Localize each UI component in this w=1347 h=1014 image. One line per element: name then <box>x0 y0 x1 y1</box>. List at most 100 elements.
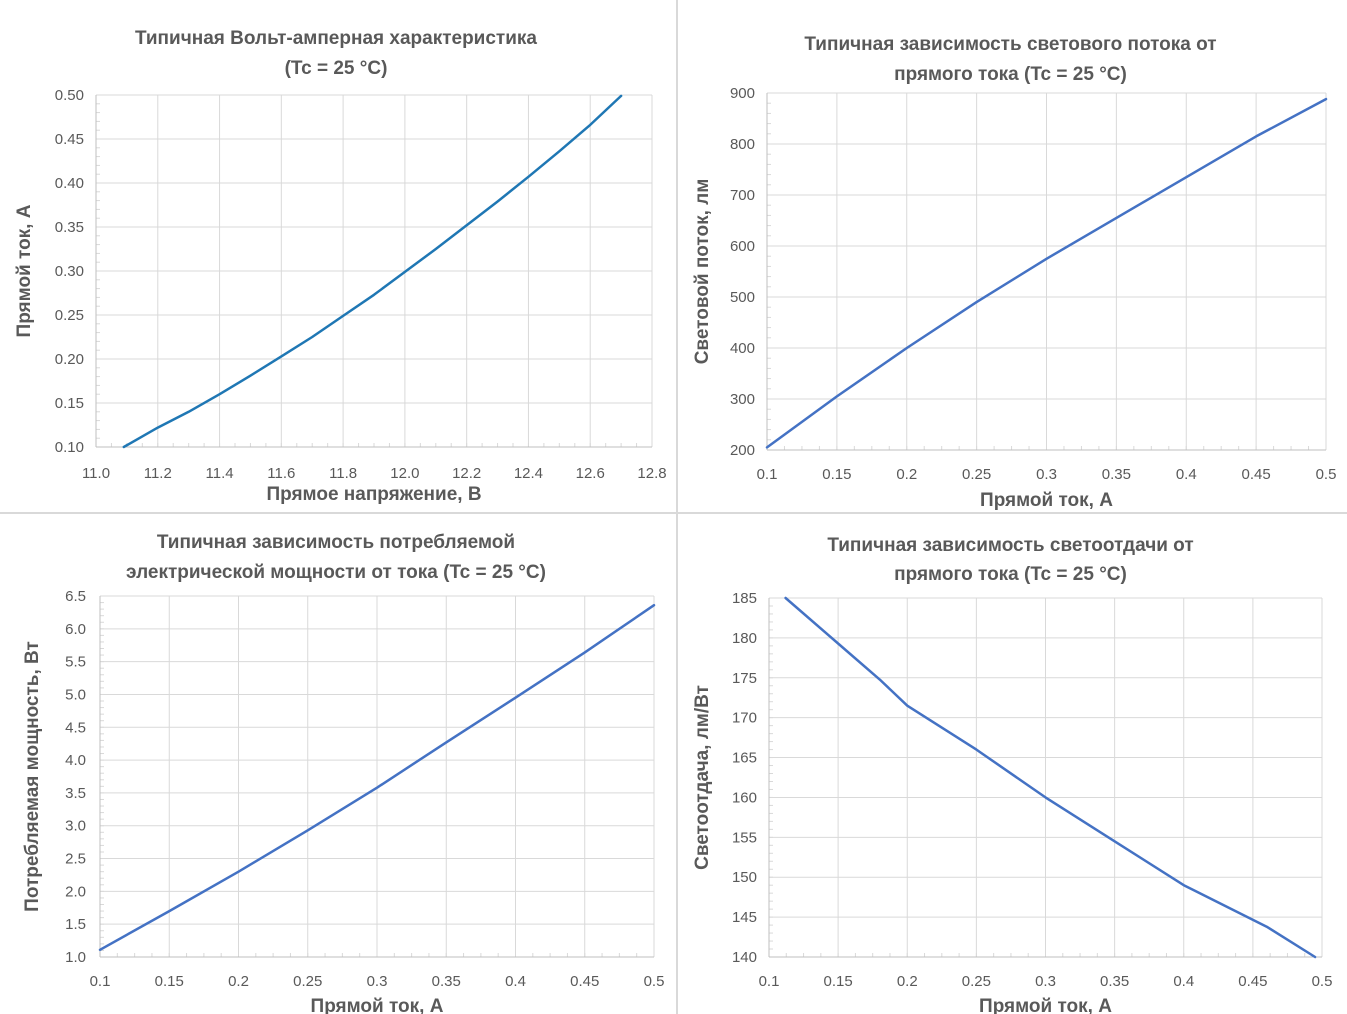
chart-title-line: электрической мощности от тока (Tc = 25 … <box>126 562 546 583</box>
x-tick-label: 0.15 <box>824 973 853 990</box>
x-tick-label: 0.15 <box>822 466 851 483</box>
y-tick-label: 140 <box>732 949 757 966</box>
chart-title-line: (Tc = 25 °C) <box>285 58 388 79</box>
x-tick-label: 0.1 <box>757 466 778 483</box>
y-tick-label: 2.0 <box>65 883 86 900</box>
chart-svg-3: Типичная зависимость светоотдачи от прямо… <box>692 535 1333 1014</box>
y-tick-label: 185 <box>732 590 757 607</box>
x-tick-label: 0.35 <box>1100 973 1129 990</box>
y-tick-label: 170 <box>732 710 757 727</box>
x-tick-label: 0.35 <box>1102 466 1131 483</box>
x-tick-label: 11.0 <box>82 465 110 482</box>
y-tick-label: 150 <box>732 869 757 886</box>
x-tick-label: 12.8 <box>637 465 666 482</box>
chart-svg-0: Типичная Вольт-амперная характеристика (T… <box>14 28 667 505</box>
y-tick-label: 160 <box>732 789 757 806</box>
vertical-divider <box>676 0 678 1014</box>
y-tick-label: 155 <box>732 829 757 846</box>
y-tick-label: 0.25 <box>55 307 84 324</box>
horizontal-divider <box>0 512 1347 514</box>
y-axis-title: Световой поток, лм <box>692 179 713 365</box>
x-tick-label: 0.2 <box>897 973 918 990</box>
y-tick-label: 0.30 <box>55 263 84 280</box>
x-tick-label: 11.8 <box>329 465 357 482</box>
chart-luminous-efficacy: Типичная зависимость светоотдачи от прямо… <box>678 514 1347 1014</box>
x-tick-label: 0.45 <box>1238 973 1267 990</box>
x-tick-label: 0.4 <box>505 973 526 990</box>
y-axis-title: Прямой ток, А <box>14 204 35 337</box>
chart-svg-1: Типичная зависимость светового потока от… <box>692 34 1337 511</box>
y-tick-label: 6.0 <box>65 621 86 638</box>
x-tick-label: 12.2 <box>452 465 481 482</box>
y-tick-label: 3.5 <box>65 785 86 802</box>
y-tick-label: 6.5 <box>65 588 86 605</box>
y-tick-label: 180 <box>732 630 757 647</box>
y-tick-label: 4.0 <box>65 752 86 769</box>
y-tick-label: 400 <box>730 340 755 357</box>
x-tick-label: 12.0 <box>390 465 419 482</box>
y-tick-label: 200 <box>730 442 755 459</box>
x-tick-label: 11.6 <box>267 465 295 482</box>
y-tick-label: 3.0 <box>65 818 86 835</box>
x-axis-title: Прямой ток, А <box>980 490 1113 511</box>
y-tick-label: 145 <box>732 909 757 926</box>
x-tick-label: 0.2 <box>896 466 917 483</box>
y-tick-label: 500 <box>730 289 755 306</box>
chart-title-line: прямого тока (Tc = 25 °C) <box>894 64 1127 85</box>
y-tick-label: 0.35 <box>55 219 84 236</box>
chart-title-line: Типичная зависимость светоотдачи от <box>827 535 1193 556</box>
chart-title-line: Типичная зависимость светового потока от <box>804 34 1216 55</box>
y-tick-label: 800 <box>730 136 755 153</box>
y-tick-label: 600 <box>730 238 755 255</box>
x-tick-label: 0.1 <box>759 973 780 990</box>
x-axis-title: Прямой ток, А <box>311 996 444 1014</box>
x-tick-label: 0.5 <box>644 973 665 990</box>
series-line <box>784 596 1317 959</box>
y-tick-label: 0.50 <box>55 87 84 104</box>
x-tick-label: 0.5 <box>1312 973 1333 990</box>
series-line <box>765 97 1328 449</box>
y-tick-label: 175 <box>732 670 757 687</box>
series-line <box>122 94 623 449</box>
x-tick-label: 0.4 <box>1173 973 1194 990</box>
y-tick-label: 5.0 <box>65 686 86 703</box>
x-tick-label: 0.25 <box>962 466 991 483</box>
chart-luminous-flux: Типичная зависимость светового потока от… <box>678 0 1347 512</box>
y-tick-label: 0.20 <box>55 351 84 368</box>
y-axis-title: Потребляемая мощность, Вт <box>22 641 43 912</box>
x-tick-label: 0.5 <box>1316 466 1337 483</box>
y-tick-label: 165 <box>732 750 757 767</box>
x-tick-label: 12.6 <box>576 465 605 482</box>
y-tick-label: 4.5 <box>65 719 86 736</box>
y-tick-label: 2.5 <box>65 851 86 868</box>
x-tick-label: 0.3 <box>1035 973 1056 990</box>
y-axis-title: Светоотдача, лм/Вт <box>692 685 713 870</box>
x-tick-label: 0.3 <box>1036 466 1057 483</box>
y-tick-label: 0.15 <box>55 395 84 412</box>
x-tick-label: 0.1 <box>90 973 111 990</box>
x-tick-label: 0.15 <box>155 973 184 990</box>
x-tick-label: 0.35 <box>432 973 461 990</box>
y-tick-label: 0.40 <box>55 175 84 192</box>
y-tick-label: 0.45 <box>55 131 84 148</box>
y-tick-label: 1.5 <box>65 916 86 933</box>
x-tick-label: 0.4 <box>1176 466 1197 483</box>
y-tick-label: 1.0 <box>65 949 86 966</box>
y-tick-label: 5.5 <box>65 654 86 671</box>
x-tick-label: 11.4 <box>206 465 234 482</box>
series-line <box>98 603 656 952</box>
chart-svg-2: Типичная зависимость потребляемой электри… <box>22 532 665 1014</box>
x-tick-label: 0.3 <box>367 973 388 990</box>
x-axis-title: Прямое напряжение, В <box>266 484 481 505</box>
chart-title-line: Типичная Вольт-амперная характеристика <box>135 28 537 49</box>
x-tick-label: 12.4 <box>514 465 543 482</box>
chart-power-consumption: Типичная зависимость потребляемой электри… <box>0 514 676 1014</box>
x-tick-label: 0.45 <box>570 973 599 990</box>
chart-title-line: прямого тока (Tc = 25 °C) <box>894 564 1127 585</box>
chart-title-line: Типичная зависимость потребляемой <box>157 532 515 553</box>
x-tick-label: 0.45 <box>1242 466 1271 483</box>
x-tick-label: 11.2 <box>144 465 172 482</box>
y-tick-label: 0.10 <box>55 439 84 456</box>
chart-iv-characteristic: Типичная Вольт-амперная характеристика (T… <box>0 0 676 512</box>
y-tick-label: 300 <box>730 391 755 408</box>
